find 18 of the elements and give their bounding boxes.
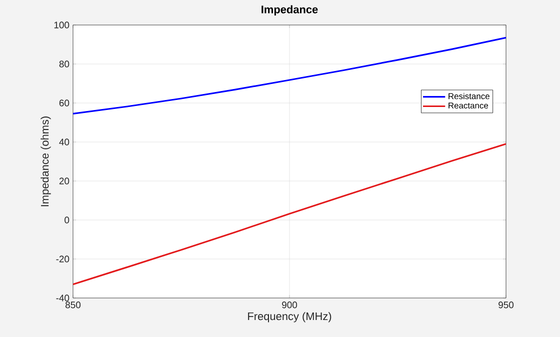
line-series <box>73 143 506 286</box>
y-tick-label: -20 <box>56 256 70 262</box>
y-tick-label: 60 <box>59 100 70 106</box>
line-series <box>73 36 506 115</box>
legend-label: Reactance <box>448 102 488 108</box>
y-tick-label: 80 <box>59 60 70 68</box>
legend-label: Resistance <box>448 92 490 100</box>
x-axis-title: Frequency (MHz) <box>248 312 332 322</box>
y-tick-label: -40 <box>56 294 70 302</box>
chart-title: Impedance <box>262 5 318 16</box>
y-tick-label: 0 <box>64 216 70 224</box>
x-tick-label: 950 <box>498 302 514 308</box>
x-tick-label: 850 <box>66 302 81 308</box>
y-axis-title: Impedance (ohms) <box>40 116 51 206</box>
x-tick-label: 900 <box>282 302 298 308</box>
y-tick-label: 40 <box>59 138 70 146</box>
y-tick-label: 20 <box>59 178 70 184</box>
y-tick-label: 100 <box>54 22 70 28</box>
